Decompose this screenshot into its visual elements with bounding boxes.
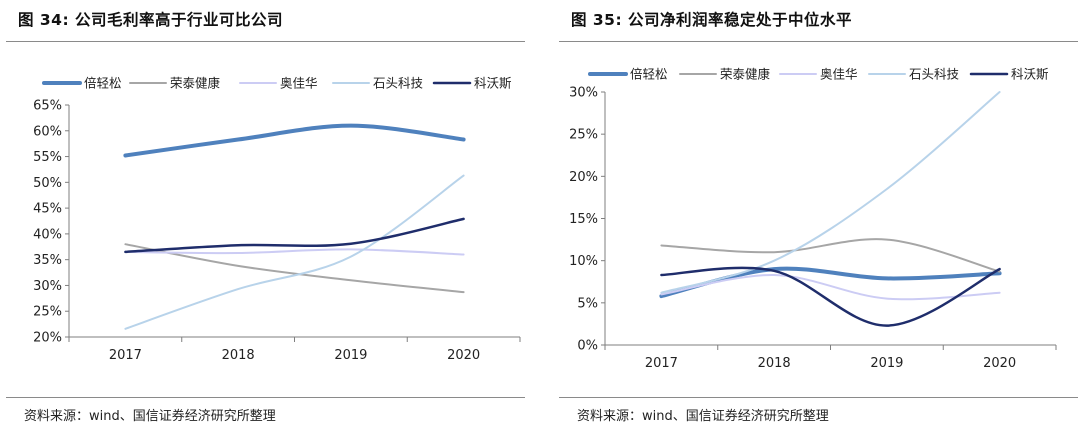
source-divider [559, 397, 1078, 398]
line-series-4 [660, 91, 1001, 294]
y-tick-label: 65% [33, 99, 62, 114]
y-tick-label: 45% [33, 202, 62, 217]
legend-label: 石头科技 [909, 67, 960, 82]
legend-label: 奥佳华 [820, 67, 858, 82]
net-margin-line-chart: 0% 5% 10% 15% 20% 25% 30% 2017 2018 2019 2020 倍轻松 荣泰… [569, 67, 1057, 371]
x-tick-label: 2017 [645, 356, 678, 371]
source-note: 资料来源：wind、国信证券经济研究所整理 [24, 409, 276, 424]
legend-label: 荣泰健康 [720, 67, 771, 82]
legend-item: 荣泰健康 [129, 76, 221, 91]
legend-label: 科沃斯 [474, 76, 512, 91]
legend-item: 石头科技 [332, 76, 424, 91]
x-tick-label: 2018 [758, 356, 791, 371]
y-tick-label: 25% [33, 305, 62, 320]
y-tick-label: 20% [33, 331, 62, 346]
legend-item: 奥佳华 [239, 76, 318, 91]
line-series-5 [124, 217, 465, 254]
line-series-2 [124, 243, 465, 294]
y-tick-label: 25% [569, 128, 598, 143]
y-tick-label: 35% [33, 253, 62, 268]
legend-item: 奥佳华 [779, 67, 858, 82]
y-tick-label: 0% [577, 339, 598, 354]
source-divider [6, 397, 525, 398]
y-tick-label: 30% [33, 279, 62, 294]
line-series-4 [124, 174, 465, 330]
chart-panel-net-margin: 图 35: 公司净利润率稳定处于中位水平 0% 5% 10% 15% 20% 25% 30%… [553, 0, 1080, 431]
legend-label: 倍轻松 [84, 76, 122, 91]
series-lines [123, 123, 466, 330]
x-tick-label: 2018 [222, 348, 255, 363]
series-lines [659, 91, 1002, 327]
line-series-3 [124, 248, 465, 256]
legend-label: 科沃斯 [1011, 67, 1049, 82]
chart-title: 图 35: 公司净利润率稳定处于中位水平 [571, 11, 853, 29]
source-note: 资料来源：wind、国信证券经济研究所整理 [577, 409, 829, 424]
axes: 0% 5% 10% 15% 20% 25% 30% 2017 2018 2019 2020 [569, 86, 1057, 371]
legend-item: 科沃斯 [432, 76, 512, 91]
title-divider [6, 41, 525, 42]
chart-title: 图 34: 公司毛利率高于行业可比公司 [18, 11, 284, 29]
line-series-1 [123, 123, 466, 158]
chart-panel-gross-margin: 图 34: 公司毛利率高于行业可比公司 20% 25% 30% 35% 40% 45% 50… [0, 0, 527, 431]
legend-label: 荣泰健康 [170, 76, 221, 91]
y-tick-label: 5% [577, 296, 598, 311]
line-series-3 [660, 273, 1001, 301]
x-tick-label: 2020 [447, 348, 480, 363]
line-series-2 [660, 238, 1001, 273]
x-tick-label: 2017 [109, 348, 142, 363]
legend: 倍轻松 荣泰健康 奥佳华 石头科技 科沃斯 [588, 67, 1049, 82]
x-tick-label: 2019 [334, 348, 367, 363]
y-tick-label: 20% [569, 170, 598, 185]
y-tick-label: 60% [33, 124, 62, 139]
legend-item: 倍轻松 [42, 76, 122, 91]
y-tick-label: 10% [569, 254, 598, 269]
title-divider [559, 41, 1078, 42]
legend-label: 奥佳华 [280, 76, 318, 91]
x-tick-label: 2020 [983, 356, 1016, 371]
legend-item: 石头科技 [868, 67, 960, 82]
legend-item: 倍轻松 [588, 67, 668, 82]
legend-label: 石头科技 [373, 76, 424, 91]
axes: 20% 25% 30% 35% 40% 45% 50% 55% 60% 65% 2017 2018 20… [33, 99, 521, 363]
y-tick-label: 40% [33, 227, 62, 242]
x-tick-label: 2019 [870, 356, 903, 371]
y-tick-label: 30% [569, 86, 598, 101]
legend-item: 荣泰健康 [679, 67, 771, 82]
legend-label: 倍轻松 [630, 67, 668, 82]
legend-item: 科沃斯 [969, 67, 1049, 82]
y-tick-label: 15% [569, 212, 598, 227]
y-tick-label: 50% [33, 176, 62, 191]
legend: 倍轻松 荣泰健康 奥佳华 石头科技 科沃斯 [42, 76, 512, 91]
y-tick-label: 55% [33, 150, 62, 165]
line-series-5 [660, 266, 1001, 327]
gross-margin-line-chart: 20% 25% 30% 35% 40% 45% 50% 55% 60% 65% 2017 2018 20… [33, 76, 521, 363]
